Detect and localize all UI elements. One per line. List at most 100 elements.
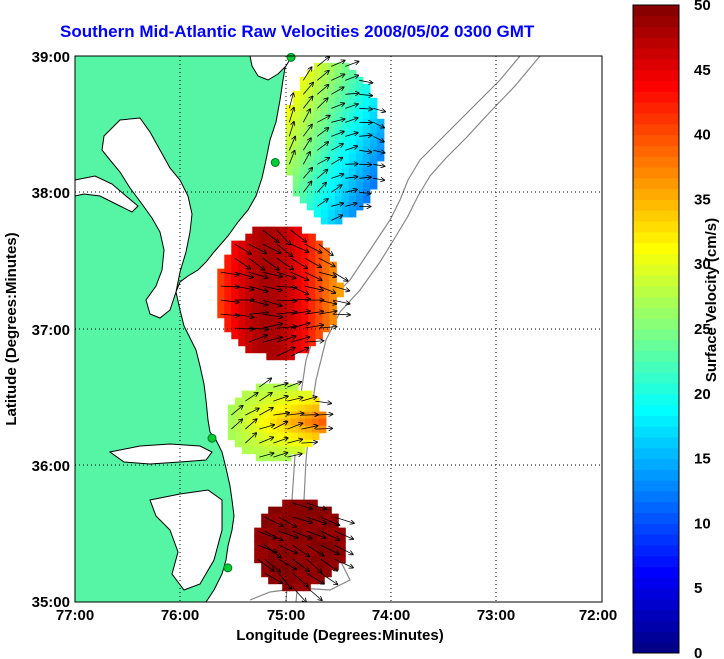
- velocity-cell: [294, 240, 302, 249]
- velocity-cell: [234, 425, 243, 434]
- velocity-cell: [224, 296, 232, 305]
- velocity-cell: [310, 555, 318, 564]
- colorbar-segment: [633, 501, 679, 514]
- velocity-cell: [301, 303, 309, 312]
- velocity-cell: [292, 118, 301, 127]
- velocity-cell: [252, 331, 260, 340]
- velocity-cell: [289, 520, 297, 529]
- velocity-cell: [341, 209, 350, 218]
- velocity-cell: [241, 432, 250, 441]
- velocity-cell: [362, 139, 371, 148]
- velocity-arrow: [317, 85, 328, 95]
- velocity-cell: [259, 317, 267, 326]
- velocity-cell: [259, 289, 267, 298]
- velocity-cell: [341, 139, 350, 148]
- velocity-cell: [315, 303, 323, 312]
- velocity-arrow: [220, 300, 239, 302]
- colorbar-segment: [633, 383, 679, 395]
- velocity-cell: [320, 209, 329, 218]
- velocity-cell: [269, 425, 278, 434]
- velocity-cell: [310, 576, 318, 585]
- velocity-arrow: [248, 285, 268, 291]
- velocity-arrow: [259, 453, 273, 458]
- velocity-cell: [290, 390, 299, 399]
- velocity-arrow: [331, 203, 343, 207]
- colorbar-tick-labels: 0 5 10 15 20 25 30 35 40 45 50: [694, 0, 711, 659]
- velocity-arrow: [318, 311, 337, 315]
- velocity-cell: [294, 289, 302, 298]
- velocity-arrow: [331, 87, 343, 95]
- velocity-arrow: [290, 257, 308, 268]
- velocity-cell: [252, 345, 260, 354]
- velocity-cell: [227, 425, 236, 434]
- velocity-cell: [259, 275, 267, 284]
- velocity-cell: [320, 76, 329, 85]
- velocity-arrow: [345, 104, 358, 109]
- velocity-cell: [252, 275, 260, 284]
- velocity-cell: [327, 167, 336, 176]
- velocity-cell: [262, 425, 271, 434]
- velocity-cell: [238, 282, 246, 291]
- velocity-cell: [299, 188, 308, 197]
- velocity-cell: [327, 83, 336, 92]
- velocity-arrow: [264, 530, 283, 540]
- velocity-cell: [329, 303, 337, 312]
- velocity-cell: [355, 111, 364, 120]
- velocity-cell: [262, 446, 271, 455]
- velocity-arrow: [317, 71, 329, 81]
- velocity-cell: [252, 317, 260, 326]
- velocity-cell: [310, 541, 318, 550]
- velocity-cell: [348, 90, 357, 99]
- velocity-cell: [224, 317, 232, 326]
- velocity-cell: [290, 446, 299, 455]
- velocity-arrow: [273, 422, 287, 430]
- velocity-arrow: [304, 243, 322, 253]
- velocity-cell: [275, 506, 283, 515]
- velocity-cell: [283, 390, 292, 399]
- velocity-cell: [313, 209, 322, 218]
- colorbar-segment: [633, 253, 679, 265]
- colorbar-segment: [633, 588, 679, 600]
- velocity-arrow: [276, 336, 296, 343]
- velocity-arrow: [331, 185, 341, 193]
- velocity-arrow: [320, 516, 340, 525]
- velocity-cell: [280, 352, 288, 361]
- velocity-cell: [313, 139, 322, 148]
- velocity-cell: [308, 268, 316, 277]
- velocity-cell: [299, 132, 308, 141]
- velocity-cell: [217, 303, 225, 312]
- velocity-cell: [299, 139, 308, 148]
- velocity-arrow: [262, 229, 279, 242]
- velocity-cell: [287, 331, 295, 340]
- velocity-arrow: [317, 170, 327, 179]
- velocity-cell: [292, 174, 301, 183]
- velocity-cell: [348, 202, 357, 211]
- velocity-cell: [299, 167, 308, 176]
- velocity-cell: [341, 125, 350, 134]
- colorbar-label: Surface Velocity (cm/s): [703, 218, 720, 382]
- colorbar-segment: [633, 102, 679, 114]
- colorbar-segment: [633, 426, 679, 438]
- velocity-cell: [336, 282, 344, 291]
- velocity-cell: [313, 125, 322, 134]
- colorbar-segment: [633, 177, 679, 190]
- velocity-cell: [308, 275, 316, 284]
- velocity-arrow: [273, 413, 289, 415]
- velocity-cell: [324, 534, 332, 543]
- velocity-arrow: [320, 558, 338, 571]
- colorbar-segment: [633, 26, 679, 38]
- velocity-cell: [262, 404, 271, 413]
- velocity-arrow: [257, 544, 277, 552]
- velocity-cell: [315, 317, 323, 326]
- velocity-cell: [262, 397, 271, 406]
- velocity-cell: [280, 345, 288, 354]
- y-tick-label: 37:00: [32, 322, 70, 339]
- velocity-arrow: [287, 413, 303, 415]
- velocity-arrow: [304, 311, 324, 315]
- velocity-cell: [280, 310, 288, 319]
- velocity-cell: [266, 324, 274, 333]
- station-marker: [207, 433, 217, 443]
- velocity-arrow: [306, 558, 322, 573]
- velocity-cell: [275, 562, 283, 571]
- velocity-cell: [338, 541, 346, 550]
